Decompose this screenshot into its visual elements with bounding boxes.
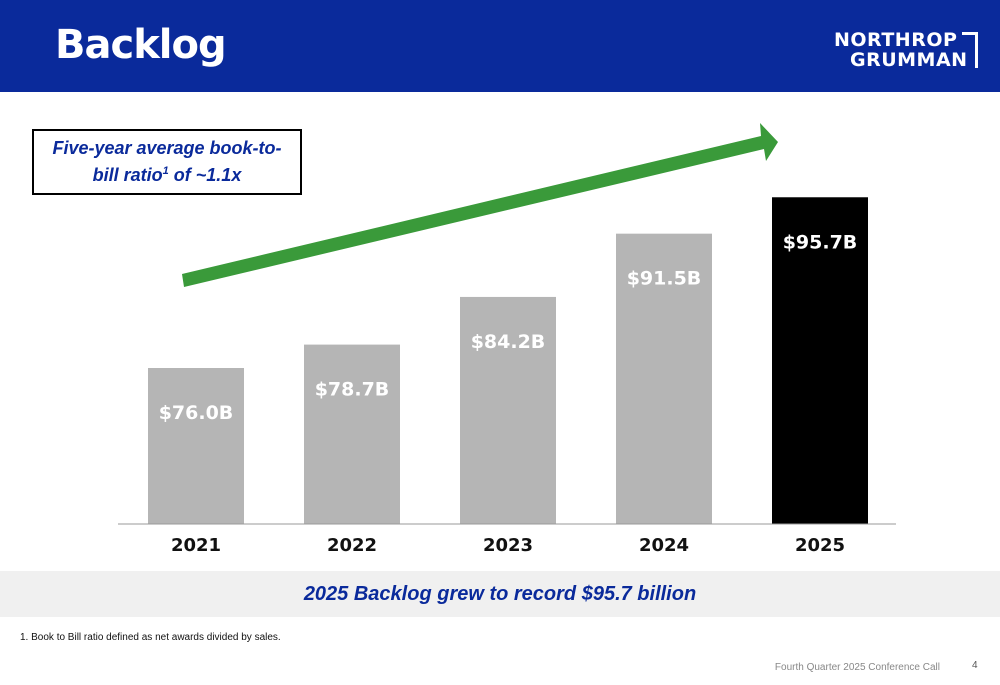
bar-2021 bbox=[148, 368, 244, 524]
callout-text-tail: of ~1.1x bbox=[168, 165, 242, 185]
data-label-2024: $91.5B bbox=[627, 268, 702, 290]
x-tick-2022: 2022 bbox=[327, 535, 377, 556]
growth-trend-arrow bbox=[182, 123, 778, 287]
x-tick-2021: 2021 bbox=[171, 535, 221, 556]
logo-line-1: NORTHROP bbox=[834, 29, 958, 51]
logo-bracket-icon bbox=[962, 32, 978, 68]
bar-2022 bbox=[304, 344, 400, 524]
book-to-bill-callout: Five-year average book-to-bill ratio1 of… bbox=[32, 129, 302, 195]
page-title: Backlog bbox=[55, 22, 227, 68]
backlog-bar-chart: $76.0B 2021 $78.7B 2022 $84.2B 2023 $91.5B 2024… bbox=[118, 123, 896, 556]
data-label-2023: $84.2B bbox=[471, 331, 546, 353]
callout-text: Five-year average book-to-bill ratio1 of… bbox=[47, 137, 287, 187]
bar-2024 bbox=[616, 233, 712, 524]
banner-text: 2025 Backlog grew to record $95.7 billio… bbox=[303, 582, 697, 605]
northrop-grumman-logo: NORTHROP GRUMMAN bbox=[834, 30, 982, 72]
x-tick-2025: 2025 bbox=[795, 535, 845, 556]
x-tick-2024: 2024 bbox=[639, 535, 689, 556]
footnote: 1. Book to Bill ratio defined as net awa… bbox=[20, 632, 281, 643]
data-label-2022: $78.7B bbox=[315, 379, 390, 401]
data-label-2025: $95.7B bbox=[783, 231, 858, 253]
page-number: 4 bbox=[972, 660, 978, 671]
data-label-2021: $76.0B bbox=[159, 402, 234, 424]
summary-banner: 2025 Backlog grew to record $95.7 billio… bbox=[0, 571, 1000, 617]
footer-text: Fourth Quarter 2025 Conference Call bbox=[774, 662, 940, 673]
callout-text-main: Five-year average book-to-bill ratio bbox=[52, 138, 282, 185]
bar-2025 bbox=[772, 197, 868, 524]
bar-2023 bbox=[460, 296, 556, 524]
x-tick-2023: 2023 bbox=[483, 535, 533, 556]
header-bar: Backlog NORTHROP GRUMMAN bbox=[0, 0, 1000, 92]
callout-superscript: 1 bbox=[162, 165, 169, 177]
logo-line-2: GRUMMAN bbox=[850, 49, 968, 71]
